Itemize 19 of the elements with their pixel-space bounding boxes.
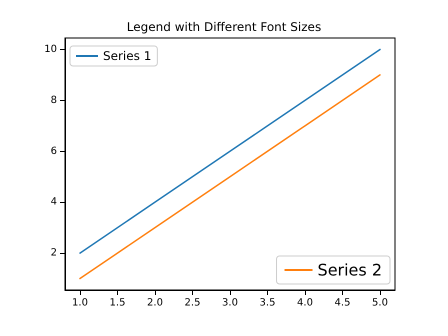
chart-title: Legend with Different Font Sizes: [126, 20, 322, 34]
legend-label: Series 2: [318, 260, 382, 280]
line-series: [79, 48, 381, 254]
x-tick-label: 3.5: [260, 298, 276, 308]
x-tick-label: 5.0: [372, 298, 388, 308]
x-tick-label: 1.5: [110, 298, 126, 308]
x-tick-label: 3.0: [222, 298, 238, 308]
x-tick-label: 4.5: [334, 298, 350, 308]
y-tick-label: 4: [50, 196, 57, 208]
y-tick-label: 10: [44, 44, 57, 55]
legend-label: Series 1: [103, 49, 152, 63]
line-series: [79, 74, 381, 280]
x-tick-label: 2.0: [147, 298, 163, 308]
y-tick-label: 6: [50, 146, 57, 157]
x-tick-label: 1.0: [72, 298, 88, 308]
x-tick-label: 4.0: [297, 298, 313, 308]
x-tick-label: 2.5: [184, 298, 200, 308]
y-tick-label: 8: [50, 94, 57, 106]
y-tick-label: 2: [50, 248, 57, 259]
